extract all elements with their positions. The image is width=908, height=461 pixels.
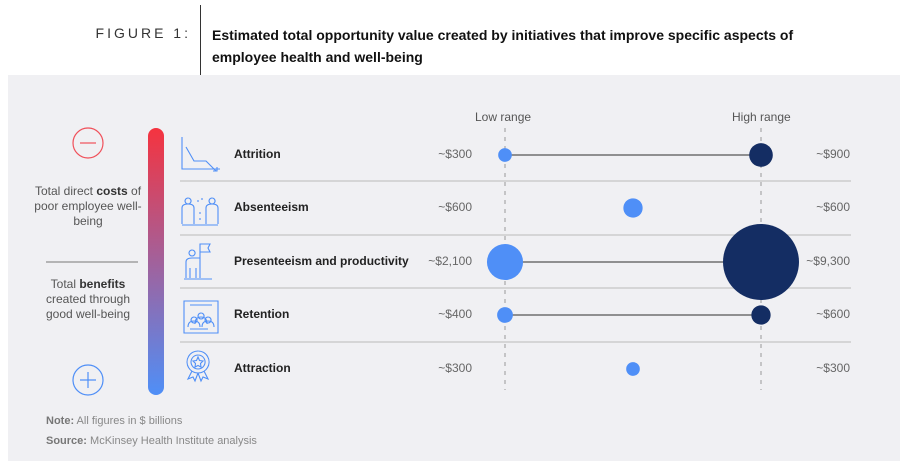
high-value-label: ~$9,300 xyxy=(806,254,850,268)
source: Source: McKinsey Health Institute analys… xyxy=(46,435,257,447)
chart-marks xyxy=(180,128,851,390)
high-bubble xyxy=(749,143,773,167)
costs-caption: Total direct costs of poor employee well… xyxy=(34,184,142,228)
benefits-caption: Total benefits created through good well… xyxy=(45,277,131,321)
gradient-scale-bar xyxy=(148,128,164,395)
column-header-high: High range xyxy=(732,110,791,124)
note: Note: All figures in $ billions xyxy=(46,415,183,427)
single-value-bubble xyxy=(623,198,643,218)
minus-circle-icon xyxy=(72,127,104,159)
row-label: Presenteeism and productivity xyxy=(234,254,409,268)
person-flag-icon xyxy=(184,243,212,280)
award-badge-icon xyxy=(186,350,210,383)
plus-circle-icon xyxy=(72,364,104,396)
row-label: Retention xyxy=(234,307,290,321)
row-label: Absenteeism xyxy=(234,200,309,214)
high-bubble xyxy=(723,224,799,300)
high-value-label: ~$300 xyxy=(816,361,850,375)
team-cycle-icon xyxy=(183,300,219,334)
low-value-label: ~$300 xyxy=(438,361,472,375)
low-bubble xyxy=(498,148,512,162)
plus-icon-cross xyxy=(80,372,96,388)
row-label: Attrition xyxy=(234,147,281,161)
high-value-label: ~$600 xyxy=(816,200,850,214)
high-value-label: ~$600 xyxy=(816,307,850,321)
row-label: Attraction xyxy=(234,361,291,375)
low-value-label: ~$300 xyxy=(438,147,472,161)
low-value-label: ~$400 xyxy=(438,307,472,321)
low-value-label: ~$600 xyxy=(438,200,472,214)
single-value-bubble xyxy=(626,362,640,376)
sick-people-icon xyxy=(181,197,219,226)
low-value-label: ~$2,100 xyxy=(428,254,472,268)
low-bubble xyxy=(497,307,513,323)
header-divider xyxy=(200,5,201,75)
figure-label: FIGURE 1: xyxy=(95,25,191,41)
high-value-label: ~$900 xyxy=(816,147,850,161)
low-bubble xyxy=(486,243,524,281)
declining-chart-icon xyxy=(181,137,220,172)
high-bubble xyxy=(751,305,771,325)
chart-title: Estimated total opportunity value create… xyxy=(212,27,794,65)
column-header-low: Low range xyxy=(475,110,532,124)
